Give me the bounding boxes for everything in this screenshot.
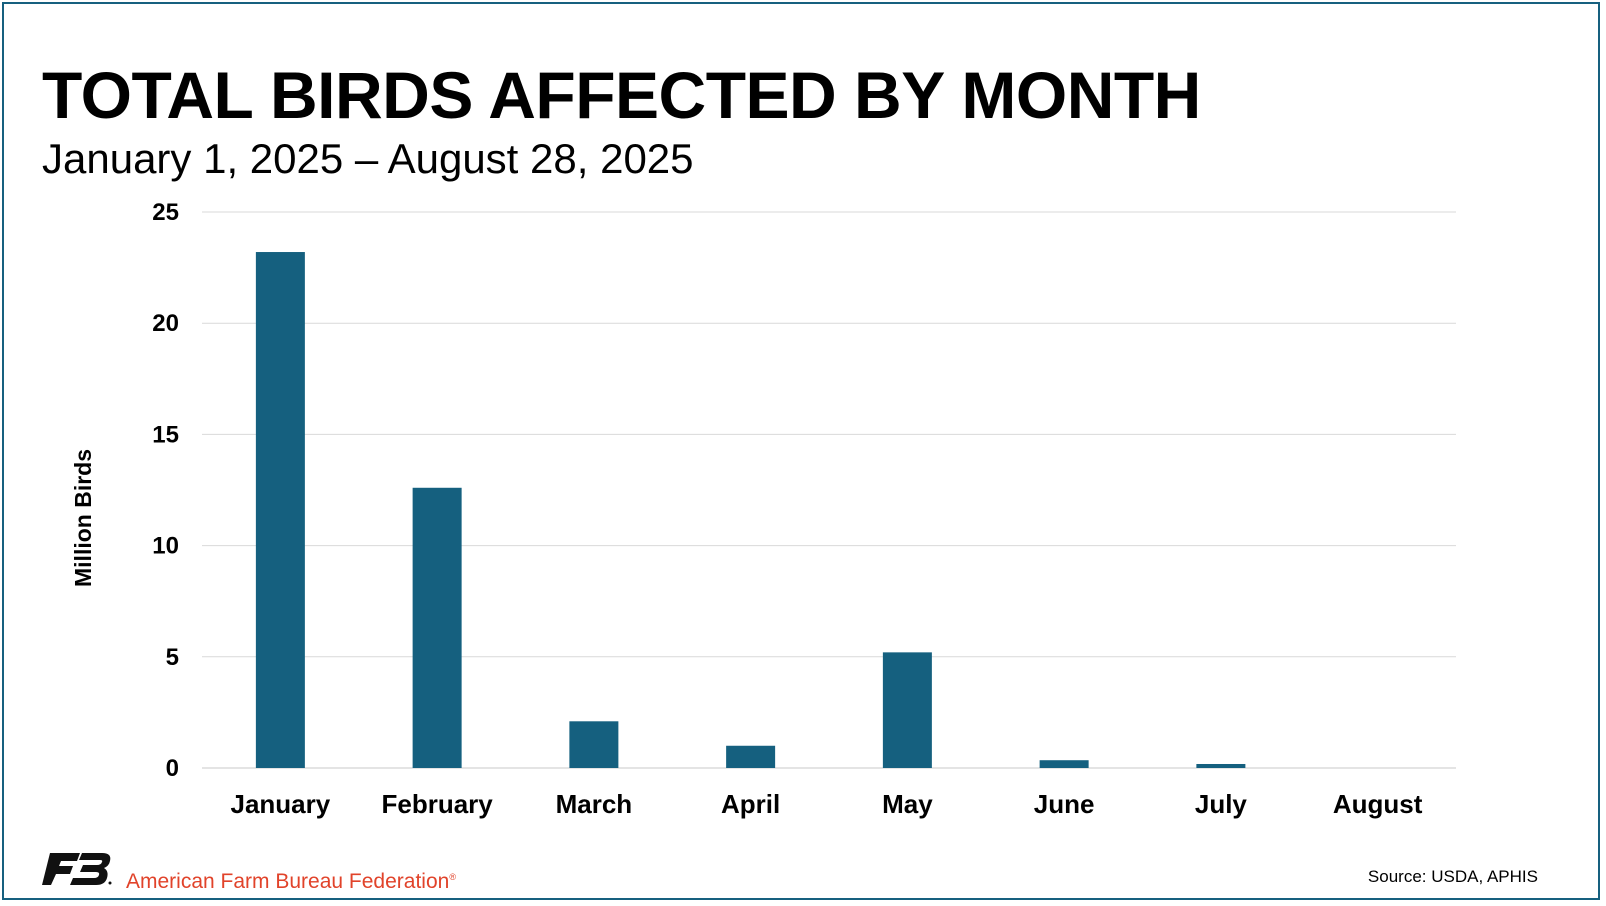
x-tick-label: August (1333, 789, 1423, 819)
source-note: Source: USDA, APHIS (1367, 867, 1538, 886)
bar-february (412, 487, 462, 768)
x-tick-label: June (1034, 789, 1095, 819)
y-tick-label: 5 (166, 644, 179, 671)
x-tick-label: January (231, 789, 331, 819)
bar-january (255, 252, 305, 769)
bars (255, 252, 1246, 769)
x-tick-label: March (556, 789, 633, 819)
bar-may (882, 652, 932, 768)
chart-title: TOTAL BIRDS AFFECTED BY MONTH (42, 58, 1201, 132)
x-tick-labels: January February March April May June July Augu… (231, 789, 1423, 819)
y-tick-labels: 0 5 10 15 20 25 (152, 199, 179, 782)
fb-logo-icon (42, 853, 112, 885)
y-tick-label: 10 (152, 533, 179, 560)
x-tick-label: April (721, 789, 780, 819)
bar-march (569, 721, 619, 768)
chart-subtitle: January 1, 2025 – August 28, 2025 (42, 135, 694, 182)
y-tick-label: 25 (152, 199, 179, 226)
bar-june (1039, 760, 1089, 768)
bar-april (726, 745, 776, 768)
bar-july (1196, 763, 1246, 768)
x-tick-label: February (381, 789, 493, 819)
gridlines (202, 211, 1456, 769)
x-tick-label: May (882, 789, 933, 819)
registered-mark: ® (449, 872, 456, 882)
x-tick-label: July (1195, 789, 1248, 819)
y-tick-label: 20 (152, 310, 179, 337)
org-name: American Farm Bureau Federation® (126, 870, 456, 893)
y-tick-label: 0 (166, 755, 179, 782)
y-tick-label: 15 (152, 421, 179, 448)
y-axis-label: Million Birds (70, 449, 96, 587)
